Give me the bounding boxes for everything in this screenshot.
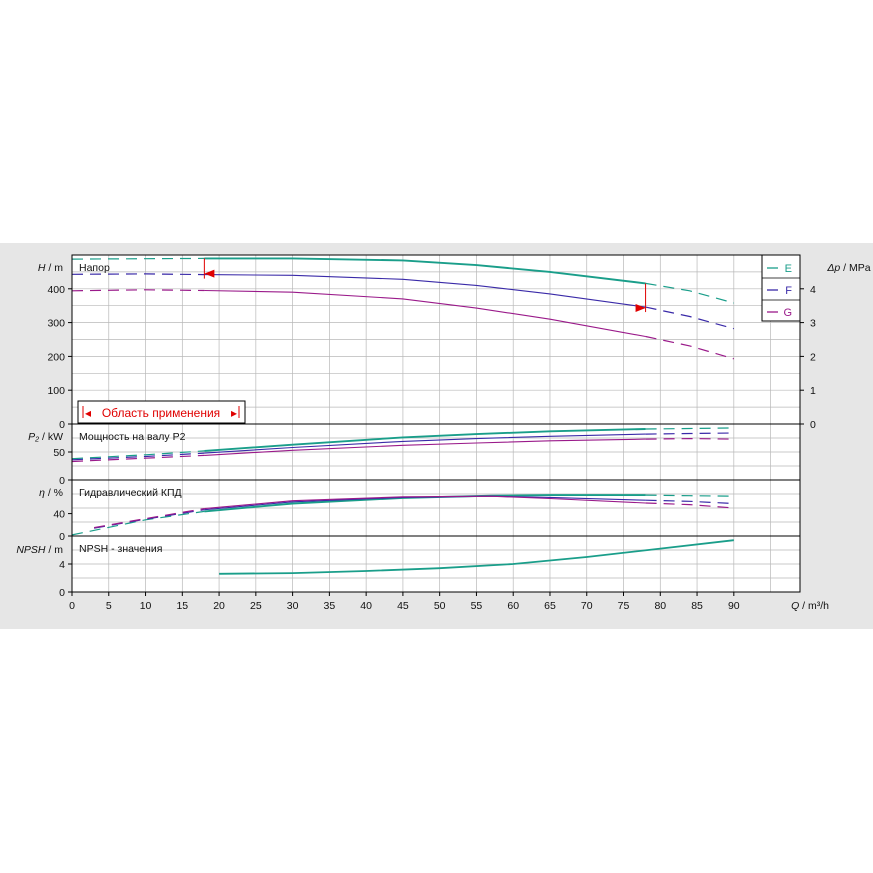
npsh-axis-title-symbol: NPSH — [16, 544, 46, 556]
legend-box — [761, 254, 801, 322]
series-F-dashed-left — [71, 452, 205, 461]
x-tick-label: 65 — [544, 600, 556, 612]
range-label-text: Область применения — [102, 406, 220, 420]
x-tick-label: 90 — [728, 600, 740, 612]
series-F-dashed-left — [93, 509, 205, 529]
y2-tick-label: 2 — [810, 351, 816, 363]
power-axis-title-unit: / kW — [39, 431, 63, 443]
panel-title: NPSH - значения — [79, 543, 162, 555]
series-E-curve — [204, 257, 646, 285]
y-tick-label: 300 — [47, 318, 65, 330]
eff-axis-title-unit: / % — [45, 487, 63, 499]
eff-axis-title-symbol: η — [39, 487, 45, 499]
y-tick-label: 400 — [47, 284, 65, 296]
series-G-dashed-right — [645, 437, 734, 440]
x-tick-label: 35 — [324, 600, 336, 612]
series-E-curve — [204, 428, 646, 452]
x-tick-label: 40 — [360, 600, 372, 612]
y-tick-label: 0 — [59, 475, 65, 487]
y-tick-label: 0 — [59, 587, 65, 599]
legend-label-F: F — [785, 285, 792, 297]
series-E-dashed-right — [645, 282, 734, 304]
y-tick-label: 200 — [47, 351, 65, 363]
panel-title: Напор — [79, 262, 110, 274]
dp-axis-title: Δp / MPa — [826, 262, 870, 274]
range-label-right-arrow: ▸ — [231, 406, 237, 420]
series-F-dashed-right — [645, 306, 734, 330]
x-tick-label: 30 — [287, 600, 299, 612]
series-G-dashed-right — [645, 502, 734, 509]
y-tick-label: 4 — [59, 559, 65, 571]
head-axis-title-unit: / m — [46, 262, 64, 274]
x-tick-label: 60 — [507, 600, 519, 612]
range-end-arrow — [635, 304, 646, 313]
y-tick-label: 0 — [59, 531, 65, 543]
x-tick-label: 20 — [213, 600, 225, 612]
power-axis-title: P₂ / kW — [28, 431, 63, 443]
y2-tick-label: 1 — [810, 385, 816, 397]
series-G-curve — [204, 289, 646, 338]
series-F-dashed-right — [645, 499, 734, 505]
series-F-curve — [204, 433, 646, 454]
q-axis-title-symbol: Q — [791, 600, 799, 612]
x-tick-label: 55 — [471, 600, 483, 612]
dp-axis-title-symbol: Δp — [826, 262, 840, 274]
panel-title: Гидравлический КПД — [79, 487, 182, 499]
legend-label-G: G — [783, 307, 792, 319]
legend-label-E: E — [785, 263, 792, 275]
series-E-dashed-right — [645, 427, 734, 430]
npsh-curve-E — [219, 539, 734, 575]
x-tick-label: 0 — [69, 600, 75, 612]
y2-tick-label: 4 — [810, 284, 816, 296]
x-tick-label: 15 — [176, 600, 188, 612]
x-tick-label: 5 — [106, 600, 112, 612]
power-axis-title-symbol: P₂ — [28, 431, 39, 443]
x-tick-label: 25 — [250, 600, 262, 612]
y-tick-label: 0 — [59, 419, 65, 431]
series-G-curve — [204, 438, 646, 456]
series-F-dashed-right — [645, 432, 734, 435]
npsh-axis-title-unit: / m — [46, 544, 64, 556]
eff-axis-title: η / % — [39, 487, 63, 499]
y2-tick-label: 3 — [810, 318, 816, 330]
y-tick-label: 50 — [53, 447, 65, 459]
x-tick-label: 45 — [397, 600, 409, 612]
x-tick-label: 70 — [581, 600, 593, 612]
series-F-dashed-left — [71, 273, 205, 276]
y-tick-label: 100 — [47, 385, 65, 397]
plot-border — [71, 254, 801, 593]
series-G-curve — [204, 495, 646, 510]
series-E-dashed-left — [71, 510, 205, 536]
head-axis-title: H / m — [38, 262, 63, 274]
head-axis-title-symbol: H — [38, 262, 46, 274]
npsh-axis-title: NPSH / m — [16, 544, 63, 556]
series-E-dashed-left — [71, 257, 205, 260]
x-tick-label: 10 — [140, 600, 152, 612]
series-G-dashed-right — [645, 335, 734, 360]
series-G-dashed-left — [71, 454, 205, 463]
range-start-arrow — [204, 269, 215, 278]
q-axis-title: Q / m³/h — [791, 600, 829, 612]
range-label-box — [77, 400, 246, 424]
dp-axis-title-unit: / MPa — [840, 262, 871, 274]
x-tick-label: 75 — [618, 600, 630, 612]
range-label-left-arrow: ◂ — [85, 406, 91, 420]
series-G-dashed-left — [71, 289, 205, 292]
series-G-dashed-left — [93, 508, 205, 529]
series-F-curve — [204, 274, 646, 308]
series-E-dashed-right — [645, 494, 734, 497]
y2-tick-label: 0 — [810, 419, 816, 431]
pump-curve-chart: 0 100 200 300 400 Напор 0 1 2 3 4 ◂ Область применен… — [0, 243, 873, 629]
q-axis-title-unit: / m³/h — [799, 600, 829, 612]
x-tick-label: 85 — [691, 600, 703, 612]
panel-title: Мощность на валу P2 — [79, 431, 186, 443]
x-tick-label: 80 — [654, 600, 666, 612]
series-E-dashed-left — [71, 450, 205, 460]
x-tick-label: 50 — [434, 600, 446, 612]
y-tick-label: 40 — [53, 509, 65, 521]
